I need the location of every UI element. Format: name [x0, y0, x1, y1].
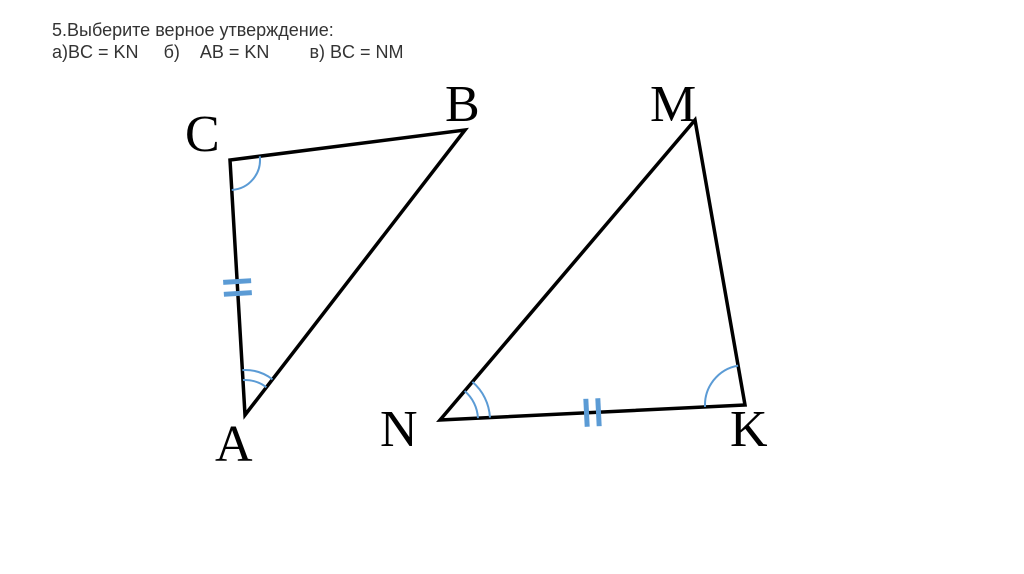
- angle-arc-a-outer: [242, 370, 272, 379]
- vertex-label-a: A: [215, 415, 253, 474]
- vertex-label-k: K: [730, 400, 768, 459]
- vertex-label-b: B: [445, 75, 480, 134]
- triangle-nkm-outline: [440, 120, 745, 420]
- triangle-nkm: [440, 120, 745, 427]
- vertex-label-c: C: [185, 105, 220, 164]
- angle-arc-n-inner: [465, 391, 478, 418]
- tick-mark-nk-1: [586, 399, 587, 427]
- tick-mark-ac-1: [224, 293, 252, 295]
- triangle-abc: [223, 130, 465, 415]
- vertex-label-m: M: [650, 75, 696, 134]
- triangle-abc-outline: [230, 130, 465, 415]
- vertex-label-n: N: [380, 400, 418, 459]
- angle-arc-a-inner: [243, 380, 266, 387]
- tick-mark-ac-2: [223, 281, 251, 283]
- tick-mark-nk-2: [598, 398, 599, 426]
- angle-arc-n-outer: [472, 382, 490, 418]
- angle-arc-c: [232, 156, 260, 190]
- geometry-diagram: [0, 0, 1024, 574]
